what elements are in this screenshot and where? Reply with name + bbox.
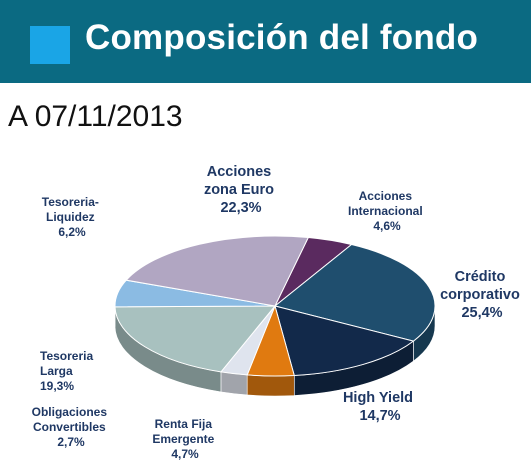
label-line: Acciones (207, 164, 271, 180)
label-value: 2,7% (57, 435, 85, 449)
label-credito-corporativo: Crédito corporativo 25,4% (440, 269, 524, 321)
label-line: Convertibles (33, 420, 106, 434)
label-line: Acciones (359, 189, 413, 203)
label-line: corporativo (440, 287, 520, 303)
label-value: 6,2% (58, 225, 86, 239)
label-value: 4,7% (171, 447, 199, 461)
label-value: 25,4% (461, 305, 502, 321)
label-line: Tesoreria- (42, 195, 99, 209)
label-line: High Yield (343, 390, 413, 406)
label-line: Emergente (152, 432, 214, 446)
pie-slice-5 (114, 305, 277, 373)
pie-slice-side (246, 374, 295, 397)
header-accent-square (30, 26, 70, 64)
label-line: Tesoreria (40, 349, 93, 363)
label-value: 22,3% (220, 200, 261, 216)
pie-slice-1 (273, 243, 436, 342)
label-tesoreria-larga: Tesoreria Larga 19,3% (40, 349, 96, 393)
label-line: Obligaciones (32, 405, 108, 419)
label-line: Crédito (455, 269, 506, 285)
pie-slice-side (220, 371, 248, 396)
pie-slice-2 (274, 305, 415, 377)
label-renta-fija-emergente: Renta Fija Emergente 4,7% (152, 417, 217, 461)
header-bar: Composición del fondo (0, 0, 531, 83)
date-label: A 07/11/2013 (8, 100, 183, 133)
label-line: Liquidez (46, 210, 95, 224)
pie-slice-7 (125, 235, 310, 307)
pie-slices (114, 235, 436, 397)
label-high-yield: High Yield 14,7% (343, 390, 417, 424)
label-value: 4,6% (373, 219, 401, 233)
label-obligaciones-convertibles: Obligaciones Convertibles 2,7% (32, 405, 111, 449)
label-line: Renta Fija (155, 417, 213, 431)
page-title: Composición del fondo (85, 18, 479, 57)
label-value: 19,3% (40, 379, 74, 393)
label-acciones-zona-euro: Acciones zona Euro 22,3% (204, 164, 278, 216)
label-line: zona Euro (204, 182, 274, 198)
label-acciones-internacional: Acciones Internacional 4,6% (348, 189, 426, 233)
label-tesoreria-liquidez: Tesoreria- Liquidez 6,2% (42, 195, 102, 239)
label-line: Internacional (348, 204, 423, 218)
label-value: 14,7% (359, 408, 400, 424)
label-line: Larga (40, 364, 73, 378)
